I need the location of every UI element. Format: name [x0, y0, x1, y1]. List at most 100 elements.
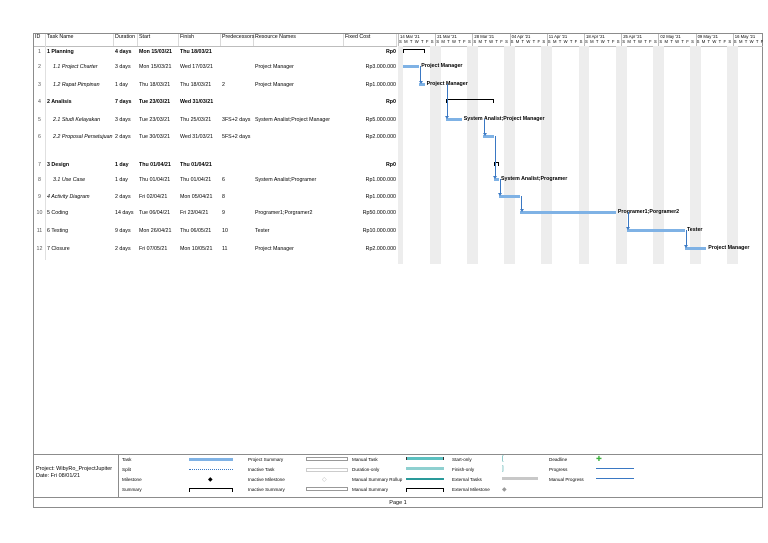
task-duration[interactable]: 2 days [115, 134, 131, 140]
task-resources[interactable] [254, 131, 344, 159]
task-name[interactable]: 1.2 Rapat Pimpinan [53, 82, 100, 88]
task-duration[interactable]: 1 day [115, 82, 128, 88]
task-finish[interactable]: Thu 18/03/21 [180, 49, 212, 55]
task-fixed-cost[interactable]: Rp0 [385, 162, 396, 168]
task-resources[interactable]: Project Manager [255, 64, 294, 70]
table-row[interactable]: 10 5 Coding 14 days Tue 06/04/21 Fri 23/04/2… [34, 207, 397, 225]
task-predecessors[interactable]: 11 [222, 246, 228, 252]
task-resources[interactable]: System Analist;Programer [255, 177, 317, 183]
summary-bar[interactable] [493, 162, 500, 166]
task-fixed-cost[interactable]: Rp0 [385, 99, 396, 105]
row-id[interactable]: 5 [34, 114, 46, 131]
task-predecessors[interactable]: 2 [222, 82, 225, 88]
task-start[interactable]: Tue 30/03/21 [139, 134, 171, 140]
task-fixed-cost[interactable]: Rp2.000.000 [365, 246, 396, 252]
task-bar[interactable] [498, 195, 521, 198]
task-fixed-cost[interactable]: Rp5.000.000 [365, 117, 396, 123]
header-task-name[interactable]: Task Name [46, 34, 114, 46]
task-name[interactable]: 6 Testing [47, 228, 69, 234]
task-start[interactable]: Tue 23/03/21 [139, 117, 171, 123]
summary-bar[interactable] [403, 49, 425, 53]
task-name[interactable]: 2.1 Studi Kelayakan [53, 117, 101, 123]
task-predecessors[interactable] [221, 96, 254, 114]
task-finish[interactable]: Mon 05/04/21 [180, 194, 213, 200]
task-predecessors[interactable] [221, 61, 254, 79]
task-predecessors[interactable]: 6 [222, 177, 225, 183]
task-start[interactable]: Thu 01/04/21 [139, 162, 171, 168]
task-start[interactable]: Fri 02/04/21 [139, 194, 168, 200]
task-name[interactable]: 7 Closure [47, 246, 70, 252]
task-bar[interactable] [419, 83, 425, 86]
row-id[interactable]: 3 [34, 79, 46, 96]
task-finish[interactable]: Thu 01/04/21 [180, 162, 212, 168]
header-duration[interactable]: Duration [114, 34, 138, 46]
header-finish[interactable]: Finish [179, 34, 221, 46]
task-predecessors[interactable] [221, 159, 254, 174]
task-fixed-cost[interactable]: Rp1.000.000 [365, 194, 396, 200]
task-finish[interactable]: Thu 06/05/21 [180, 228, 212, 234]
header-id[interactable]: ID [34, 34, 46, 46]
row-id[interactable]: 11 [34, 225, 46, 243]
task-name[interactable]: 1 Planning [47, 49, 74, 55]
task-resources[interactable] [254, 159, 344, 174]
task-start[interactable]: Mon 15/03/21 [139, 49, 172, 55]
task-predecessors[interactable]: 10 [222, 228, 228, 234]
task-resources[interactable]: Project Manager [255, 82, 294, 88]
task-resources[interactable]: System Analist;Project Manager [255, 117, 331, 123]
task-name[interactable]: 5 Coding [47, 210, 69, 216]
task-start[interactable]: Mon 26/04/21 [139, 228, 172, 234]
table-row[interactable]: 3 1.2 Rapat Pimpinan 1 day Thu 18/03/21 Thu … [34, 79, 397, 96]
task-resources[interactable] [254, 191, 344, 207]
row-id[interactable]: 1 [34, 46, 46, 61]
task-bar[interactable] [483, 135, 494, 138]
task-finish[interactable]: Mon 10/05/21 [180, 246, 213, 252]
task-duration[interactable]: 14 days [115, 210, 134, 216]
row-id[interactable]: 9 [34, 191, 46, 207]
task-fixed-cost[interactable]: Rp1.000.000 [365, 177, 396, 183]
task-resources[interactable] [254, 46, 344, 61]
task-name[interactable]: 2 Analisis [47, 99, 72, 105]
task-fixed-cost[interactable]: Rp1.000.000 [365, 82, 396, 88]
task-finish[interactable]: Thu 18/03/21 [180, 82, 212, 88]
table-row[interactable]: 11 6 Testing 9 days Mon 26/04/21 Thu 06/05/2… [34, 225, 397, 243]
table-row[interactable]: 5 2.1 Studi Kelayakan 3 days Tue 23/03/21 Th… [34, 114, 397, 131]
task-duration[interactable]: 2 days [115, 246, 131, 252]
task-name[interactable]: 3.1 Use Case [53, 177, 86, 183]
task-name[interactable]: 2.2 Proposal Persetujuan [53, 134, 113, 140]
task-bar[interactable] [493, 178, 499, 181]
task-finish[interactable]: Fri 23/04/21 [180, 210, 209, 216]
task-predecessors[interactable]: 5FS+2 days [222, 134, 251, 140]
task-duration[interactable]: 1 day [115, 162, 129, 168]
task-start[interactable]: Mon 15/03/21 [139, 64, 172, 70]
task-fixed-cost[interactable]: Rp50.000.000 [362, 210, 396, 216]
task-resources[interactable]: Project Manager [255, 246, 294, 252]
task-start[interactable]: Tue 06/04/21 [139, 210, 171, 216]
task-finish[interactable]: Thu 25/03/21 [180, 117, 212, 123]
task-predecessors[interactable] [221, 46, 254, 61]
task-fixed-cost[interactable]: Rp0 [385, 49, 396, 55]
row-id[interactable]: 4 [34, 96, 46, 114]
row-id[interactable]: 7 [34, 159, 46, 174]
task-resources[interactable]: Tester [255, 228, 270, 234]
header-fixed-cost[interactable]: Fixed Cost [344, 34, 397, 46]
task-duration[interactable]: 3 days [115, 117, 131, 123]
task-start[interactable]: Tue 23/03/21 [139, 99, 171, 105]
task-bar[interactable] [626, 229, 685, 232]
task-fixed-cost[interactable]: Rp2.000.000 [365, 134, 396, 140]
table-row[interactable]: 8 3.1 Use Case 1 day Thu 01/04/21 Thu 01/04/… [34, 174, 397, 191]
task-duration[interactable]: 9 days [115, 228, 131, 234]
task-finish[interactable]: Wed 17/03/21 [180, 64, 213, 70]
task-finish[interactable]: Thu 01/04/21 [180, 177, 212, 183]
task-duration[interactable]: 7 days [115, 99, 132, 105]
task-bar[interactable] [403, 65, 420, 68]
table-row[interactable]: 6 2.2 Proposal Persetujuan 2 days Tue 30/03… [34, 131, 397, 159]
task-name[interactable]: 1.1 Project Charter [53, 64, 98, 70]
task-start[interactable]: Thu 18/03/21 [139, 82, 171, 88]
task-finish[interactable]: Wed 31/03/21 [180, 99, 214, 105]
row-id[interactable]: 12 [34, 243, 46, 260]
header-resource-names[interactable]: Resource Names [254, 34, 344, 46]
row-id[interactable]: 8 [34, 174, 46, 191]
row-id[interactable]: 6 [34, 131, 46, 159]
